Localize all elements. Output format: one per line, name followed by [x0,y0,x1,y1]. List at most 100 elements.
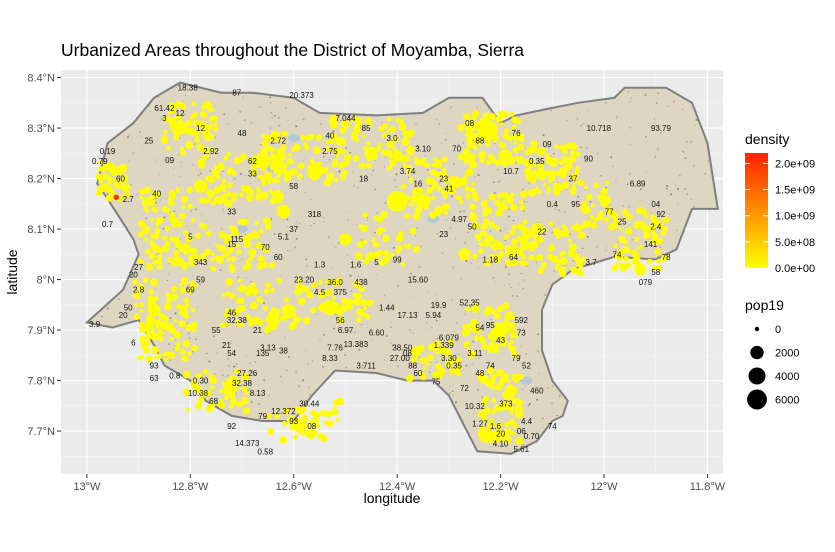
texture-dot [140,135,143,137]
data-point [554,264,560,271]
data-point [580,256,586,262]
point-label: 77 [605,207,614,216]
data-point [278,159,283,165]
texture-dot [349,289,352,293]
texture-dot [195,208,197,211]
texture-dot [665,187,668,190]
data-point [376,146,382,151]
point-label: 12 [196,124,205,133]
point-label: 20 [496,430,505,439]
data-point [365,162,372,169]
texture-dot [177,153,180,156]
data-point [434,371,443,380]
data-point [190,129,197,137]
texture-dot [582,122,585,125]
texture-dot [309,393,312,396]
data-point [383,250,390,257]
point-label: 40 [325,132,334,141]
data-point [464,124,473,133]
point-label: 75 [432,378,441,387]
data-point [181,276,189,284]
data-point-large [339,233,352,246]
data-point [568,163,573,169]
texture-dot [276,349,278,351]
texture-dot [442,319,444,321]
data-point [474,233,480,238]
data-point [237,219,242,225]
texture-dot [392,246,395,249]
data-point [200,256,206,262]
texture-dot [269,96,272,99]
texture-dot [411,332,413,334]
texture-dot [363,278,366,280]
texture-dot [507,215,510,218]
data-point [621,208,629,216]
data-point [294,287,303,296]
texture-dot [249,362,251,364]
data-point [502,339,508,344]
data-point [409,176,413,181]
data-point [406,165,413,172]
data-point [611,264,618,272]
texture-dot [333,327,336,330]
texture-dot [492,276,495,279]
data-point [151,346,159,354]
point-label: 32.38 [227,316,248,325]
data-point [493,347,499,354]
data-point [496,252,503,260]
texture-dot [546,287,548,289]
texture-dot [335,314,337,316]
texture-dot [222,208,224,211]
data-point [460,177,466,184]
data-point [578,179,585,186]
point-label: 70 [452,144,461,153]
data-point [509,332,515,339]
texture-dot [451,390,454,393]
data-point [642,208,647,214]
texture-dot [118,298,120,300]
data-point [484,259,491,267]
data-point [203,146,210,154]
texture-dot [216,352,218,354]
x-tick-label: 12.2°W [483,481,520,493]
data-point [350,136,356,141]
texture-dot [239,260,241,262]
data-point [444,185,450,190]
texture-dot [349,151,352,154]
data-point [435,363,442,370]
texture-dot [106,307,109,310]
data-point [430,169,438,177]
data-point [227,182,233,188]
texture-dot [449,212,451,214]
data-point [554,144,559,150]
data-point-large [193,179,208,193]
texture-dot [391,358,393,360]
data-point [418,370,423,375]
data-point [660,230,666,236]
data-point [662,216,670,224]
data-point [289,415,295,420]
data-point-large [477,120,498,141]
data-point [142,226,150,234]
texture-dot [524,385,526,388]
data-point [121,183,126,188]
texture-dot [511,169,513,171]
texture-dot [262,302,265,305]
texture-dot [209,156,211,159]
texture-dot [383,166,386,168]
data-point [239,192,245,198]
texture-dot [253,373,255,376]
texture-dot [338,170,341,173]
texture-dot [376,262,378,264]
data-point [633,255,641,262]
texture-dot [348,114,350,116]
point-label: 0.35 [446,361,462,370]
data-point [512,147,519,154]
texture-dot [491,175,493,177]
texture-dot [250,174,252,176]
data-point [502,204,508,210]
texture-dot [432,339,435,342]
data-point [156,329,164,337]
texture-dot [655,102,658,104]
data-point [201,104,207,110]
